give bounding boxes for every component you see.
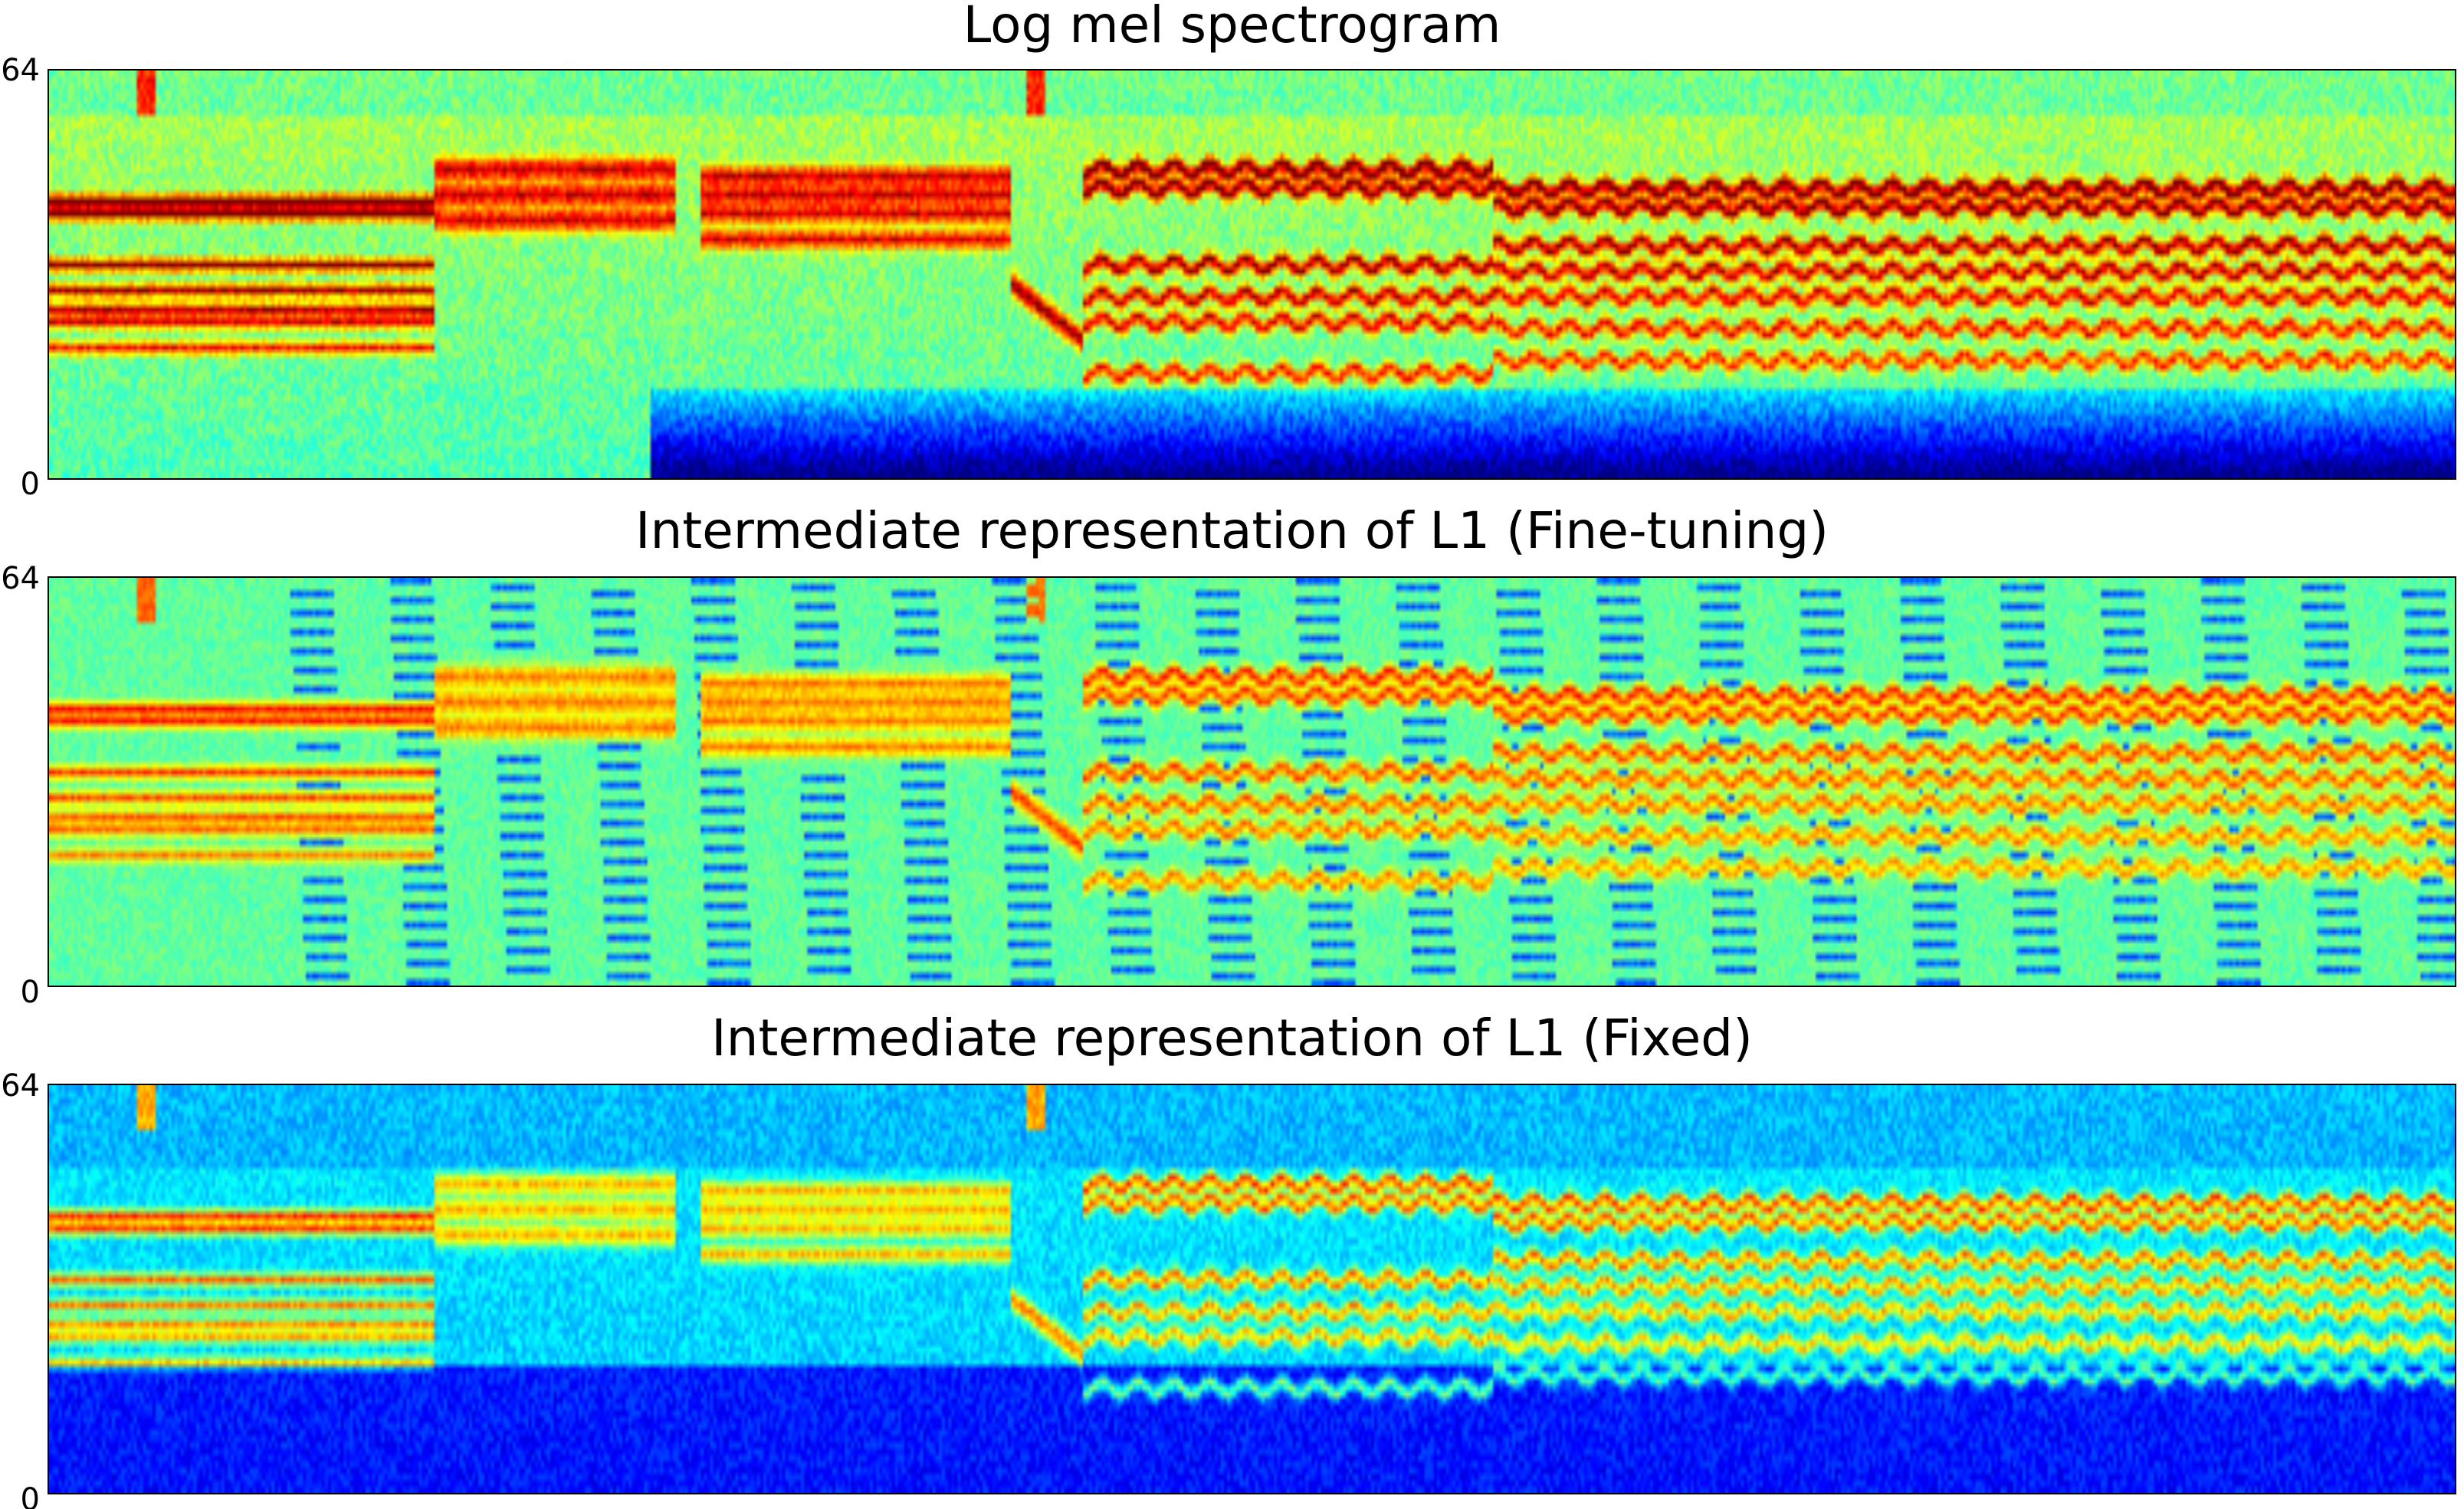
panel-1-title: Log mel spectrogram	[963, 0, 1501, 54]
panel-3-heatmap	[48, 1084, 2456, 1494]
panel-2-ytick-bottom: 0	[20, 975, 40, 1010]
panel-2-ytick-top: 64	[1, 561, 40, 596]
panel-1-ytick-top: 64	[1, 53, 40, 88]
panel-3-heatmap-canvas	[49, 1085, 2455, 1493]
panel-1-ytick-bottom: 0	[20, 467, 40, 502]
panel-2-heatmap	[48, 576, 2456, 987]
panel-1-heatmap	[48, 69, 2456, 480]
panel-1-heatmap-canvas	[49, 71, 2455, 478]
panel-3-ytick-top: 64	[1, 1068, 40, 1104]
panel-2-title: Intermediate representation of L1 (Fine-…	[635, 501, 1829, 560]
panel-3-title: Intermediate representation of L1 (Fixed…	[711, 1009, 1753, 1068]
panel-2-heatmap-canvas	[49, 578, 2455, 986]
panel-3-ytick-bottom: 0	[20, 1482, 40, 1509]
